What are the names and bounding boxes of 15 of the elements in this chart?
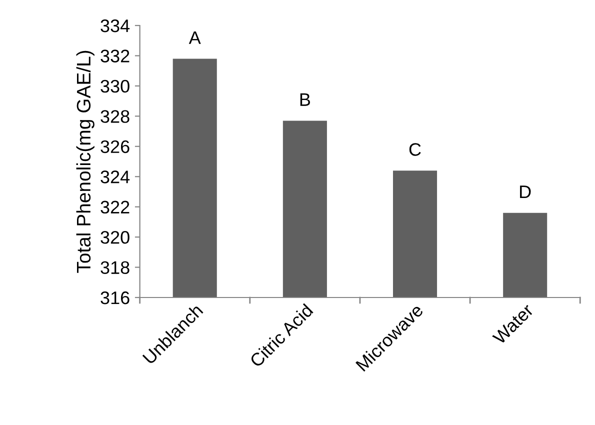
annotation: C: [409, 143, 421, 156]
y-axis-title: Total Phenolic(mg GAE/L): [76, 50, 94, 273]
y-tick-label: 328: [100, 110, 130, 123]
y-tick-label: 320: [100, 230, 130, 244]
y-tick-label: 332: [100, 50, 130, 62]
y-tick-label: 322: [100, 200, 130, 214]
annotation: D: [520, 186, 531, 198]
annotation: B: [300, 93, 310, 106]
y-tick-label: 324: [100, 170, 130, 184]
y-tick-label: 316: [100, 291, 130, 304]
y-tick-label: 318: [100, 261, 130, 274]
y-tick-label: 334: [100, 19, 130, 32]
y-tick-label: 330: [100, 80, 130, 93]
y-tick-label: 326: [100, 140, 130, 154]
annotation: A: [188, 31, 201, 44]
